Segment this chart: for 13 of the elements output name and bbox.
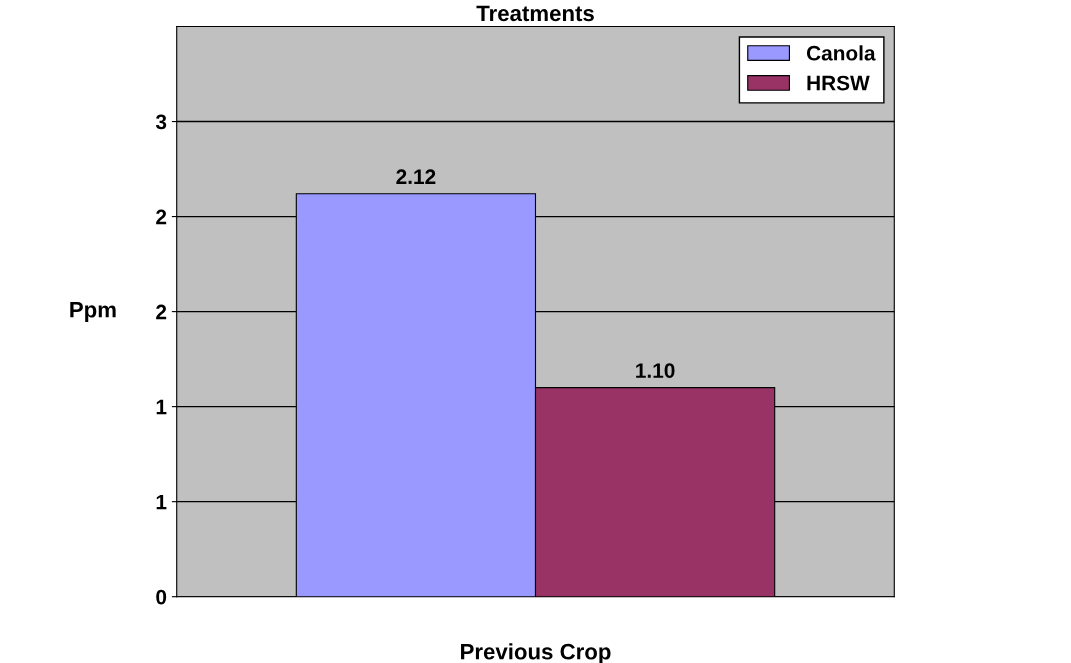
y-tick-label: 1 xyxy=(156,399,167,415)
chart-title: Treatments xyxy=(476,5,594,22)
y-axis-title: Ppm xyxy=(70,302,116,322)
y-tick-label: 2 xyxy=(156,304,167,320)
x-axis-title: Previous Crop xyxy=(461,643,611,663)
legend-label: Canola xyxy=(806,45,876,61)
data-label: 2.12 xyxy=(396,169,436,184)
y-tick-label: 1 xyxy=(156,494,167,510)
y-tick-label: 0 xyxy=(156,589,167,605)
legend-label: HRSW xyxy=(807,75,870,91)
y-tick-label: 3 xyxy=(155,114,167,130)
y-tick-label: 2 xyxy=(156,209,167,225)
data-label: 1.10 xyxy=(636,363,675,378)
